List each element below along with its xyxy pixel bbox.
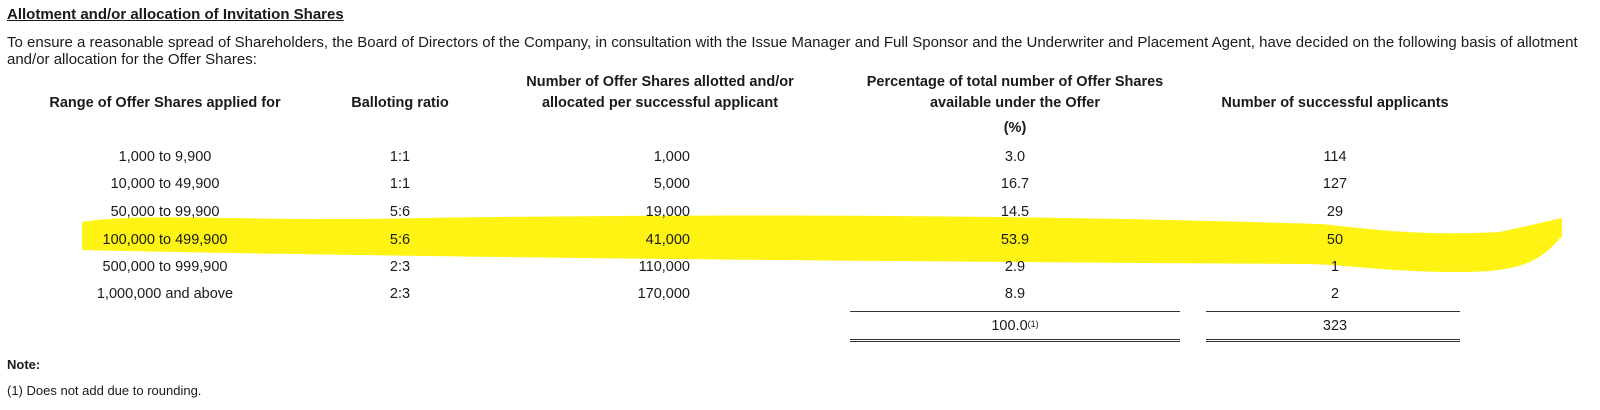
note-text: (1) Does not add due to rounding.: [7, 383, 202, 398]
cell-range: 500,000 to 999,900: [102, 259, 228, 275]
note-label: Note:: [7, 357, 41, 372]
cell-range: 10,000 to 49,900: [110, 176, 220, 192]
cell-applicants: 2: [1330, 286, 1340, 302]
cell-percentage: 3.0: [1004, 149, 1026, 165]
cell-ratio: 1:1: [389, 149, 411, 165]
header-shares: Number of Offer Shares allotted and/or a…: [526, 74, 794, 111]
header-percentage: Percentage of total number of Offer Shar…: [866, 74, 1164, 136]
total-double-rule-percentage: [850, 339, 1180, 342]
cell-range: 100,000 to 499,900: [102, 232, 228, 248]
cell-range: 1,000,000 and above: [96, 286, 234, 302]
intro-paragraph: To ensure a reasonable spread of Shareho…: [7, 34, 1578, 68]
cell-shares: 1,000: [653, 149, 690, 165]
cell-ratio: 2:3: [389, 286, 411, 302]
cell-shares: 110,000: [638, 259, 690, 275]
cell-percentage: 2.9: [1004, 259, 1026, 275]
total-double-rule-applicants: [1206, 339, 1460, 342]
header-range: Range of Offer Shares applied for: [49, 95, 281, 111]
cell-shares: 170,000: [637, 286, 690, 302]
cell-range: 50,000 to 99,900: [110, 204, 220, 220]
cell-range: 1,000 to 9,900: [118, 149, 212, 165]
cell-applicants: 114: [1323, 149, 1347, 165]
cell-shares: 5,000: [653, 176, 690, 192]
cell-percentage: 14.5: [1000, 204, 1030, 220]
header-applicants: Number of successful applicants: [1221, 95, 1449, 111]
footnote-ref: (1): [1027, 319, 1039, 329]
total-applicants: 323: [1322, 318, 1348, 334]
cell-ratio: 1:1: [389, 176, 411, 192]
cell-applicants: 29: [1326, 204, 1344, 220]
header-ratio: Balloting ratio: [351, 95, 449, 111]
cell-ratio: 2:3: [389, 259, 411, 275]
cell-percentage: 8.9: [1004, 286, 1026, 302]
total-percentage: 100.0(1): [991, 318, 1039, 334]
cell-percentage: 53.9: [1000, 232, 1030, 248]
total-rule-applicants: [1206, 311, 1460, 312]
section-title: Allotment and/or allocation of Invitatio…: [7, 6, 344, 23]
cell-shares: 19,000: [645, 204, 690, 220]
cell-shares: 41,000: [645, 232, 690, 248]
cell-applicants: 127: [1322, 176, 1348, 192]
cell-ratio: 5:6: [389, 204, 411, 220]
cell-ratio: 5:6: [389, 232, 411, 248]
cell-applicants: 1: [1330, 259, 1340, 275]
cell-percentage: 16.7: [1000, 176, 1030, 192]
cell-applicants: 50: [1326, 232, 1344, 248]
total-rule-percentage: [850, 311, 1180, 312]
